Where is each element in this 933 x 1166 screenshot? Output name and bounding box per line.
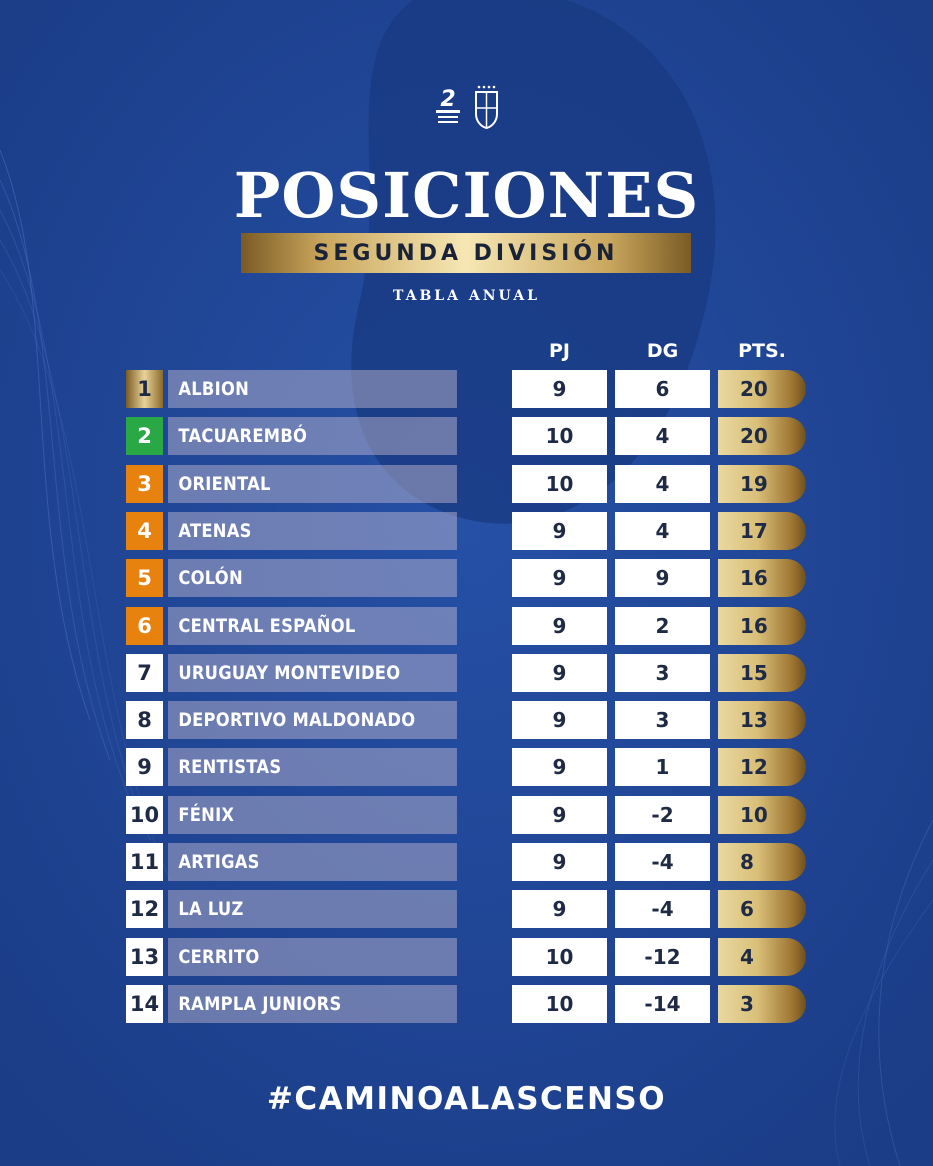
position-badge: 10 xyxy=(126,795,163,834)
auf-shield-icon xyxy=(475,85,498,130)
logo-number: 2 xyxy=(440,87,455,112)
table-row: 4 ATENAS 9 4 17 xyxy=(0,511,933,550)
table-row: 14 RAMPLA JUNIORS 10 -14 3 xyxy=(0,984,933,1023)
team-name: RENTISTAS xyxy=(168,748,457,787)
team-name: URUGUAY MONTEVIDEO xyxy=(168,653,457,692)
league-logos: 2 xyxy=(436,85,498,130)
table-row: 10 FÉNIX 9 -2 10 xyxy=(0,795,933,834)
position-badge: 13 xyxy=(126,937,163,976)
table-row: 13 CERRITO 10 -12 4 xyxy=(0,937,933,976)
points: 17 xyxy=(718,511,806,550)
team-name: FÉNIX xyxy=(168,795,457,834)
matches-played: 9 xyxy=(512,606,607,645)
team-name: COLÓN xyxy=(168,559,457,598)
position-badge: 5 xyxy=(126,559,163,598)
points: 20 xyxy=(718,417,806,456)
team-name: ORIENTAL xyxy=(168,464,457,503)
points: 20 xyxy=(718,370,806,408)
page-title: POSICIONES xyxy=(233,159,700,232)
points: 8 xyxy=(718,843,806,881)
points: 6 xyxy=(718,890,806,929)
points: 10 xyxy=(718,795,806,834)
team-name: CENTRAL ESPAÑOL xyxy=(168,606,457,645)
team-name: ARTIGAS xyxy=(168,843,457,881)
position-badge: 1 xyxy=(126,370,163,408)
table-caption: TABLA ANUAL xyxy=(392,288,541,304)
column-header-pj: PJ xyxy=(549,340,570,362)
matches-played: 9 xyxy=(512,890,607,929)
position-badge: 4 xyxy=(126,511,163,550)
matches-played: 9 xyxy=(512,653,607,692)
column-header-pts: PTS. xyxy=(738,340,786,362)
matches-played: 9 xyxy=(512,559,607,598)
subtitle-banner: SEGUNDA DIVISIÓN xyxy=(241,233,691,273)
matches-played: 10 xyxy=(512,464,607,503)
matches-played: 9 xyxy=(512,843,607,881)
footer-hashtag: #CAMINOALASCENSO xyxy=(266,1081,667,1117)
table-row: 2 TACUAREMBÓ 10 4 20 xyxy=(0,417,933,456)
table-row: 11 ARTIGAS 9 -4 8 xyxy=(0,843,933,881)
points: 16 xyxy=(718,606,806,645)
goal-difference: 9 xyxy=(615,559,710,598)
goal-difference: 4 xyxy=(615,464,710,503)
position-badge: 14 xyxy=(126,984,163,1023)
table-row: 12 LA LUZ 9 -4 6 xyxy=(0,890,933,929)
goal-difference: 4 xyxy=(615,417,710,456)
matches-played: 9 xyxy=(512,795,607,834)
goal-difference: -4 xyxy=(615,843,710,881)
goal-difference: -12 xyxy=(615,937,710,976)
matches-played: 10 xyxy=(512,937,607,976)
goal-difference: 3 xyxy=(615,653,710,692)
table-row: 3 ORIENTAL 10 4 19 xyxy=(0,464,933,503)
position-badge: 11 xyxy=(126,843,163,881)
team-name: RAMPLA JUNIORS xyxy=(168,984,457,1023)
subtitle: SEGUNDA DIVISIÓN xyxy=(313,240,619,266)
goal-difference: -4 xyxy=(615,890,710,929)
position-badge: 12 xyxy=(126,890,163,929)
table-row: 9 RENTISTAS 9 1 12 xyxy=(0,748,933,787)
goal-difference: 3 xyxy=(615,701,710,740)
goal-difference: 4 xyxy=(615,511,710,550)
matches-played: 10 xyxy=(512,984,607,1023)
team-name: TACUAREMBÓ xyxy=(168,417,457,456)
team-name: CERRITO xyxy=(168,937,457,976)
team-name: LA LUZ xyxy=(168,890,457,929)
goal-difference: -2 xyxy=(615,795,710,834)
table-row: 7 URUGUAY MONTEVIDEO 9 3 15 xyxy=(0,653,933,692)
position-badge: 2 xyxy=(126,417,163,456)
goal-difference: 1 xyxy=(615,748,710,787)
team-name: DEPORTIVO MALDONADO xyxy=(168,701,457,740)
position-badge: 6 xyxy=(126,606,163,645)
auf-segunda-logo: 2 xyxy=(436,87,460,123)
position-badge: 9 xyxy=(126,748,163,787)
matches-played: 9 xyxy=(512,370,607,408)
points: 15 xyxy=(718,653,806,692)
goal-difference: -14 xyxy=(615,984,710,1023)
points: 3 xyxy=(718,984,806,1023)
goal-difference: 2 xyxy=(615,606,710,645)
points: 4 xyxy=(718,937,806,976)
matches-played: 10 xyxy=(512,417,607,456)
column-header-dg: DG xyxy=(646,340,679,362)
points: 16 xyxy=(718,559,806,598)
points: 19 xyxy=(718,464,806,503)
table-row: 6 CENTRAL ESPAÑOL 9 2 16 xyxy=(0,606,933,645)
team-name: ALBION xyxy=(168,370,457,408)
team-name: ATENAS xyxy=(168,511,457,550)
matches-played: 9 xyxy=(512,701,607,740)
position-badge: 8 xyxy=(126,701,163,740)
table-row: 5 COLÓN 9 9 16 xyxy=(0,559,933,598)
matches-played: 9 xyxy=(512,748,607,787)
position-badge: 7 xyxy=(126,653,163,692)
points: 12 xyxy=(718,748,806,787)
position-badge: 3 xyxy=(126,464,163,503)
points: 13 xyxy=(718,701,806,740)
matches-played: 9 xyxy=(512,511,607,550)
goal-difference: 6 xyxy=(615,370,710,408)
table-row: 1 ALBION 9 6 20 xyxy=(0,370,933,408)
table-row: 8 DEPORTIVO MALDONADO 9 3 13 xyxy=(0,701,933,740)
